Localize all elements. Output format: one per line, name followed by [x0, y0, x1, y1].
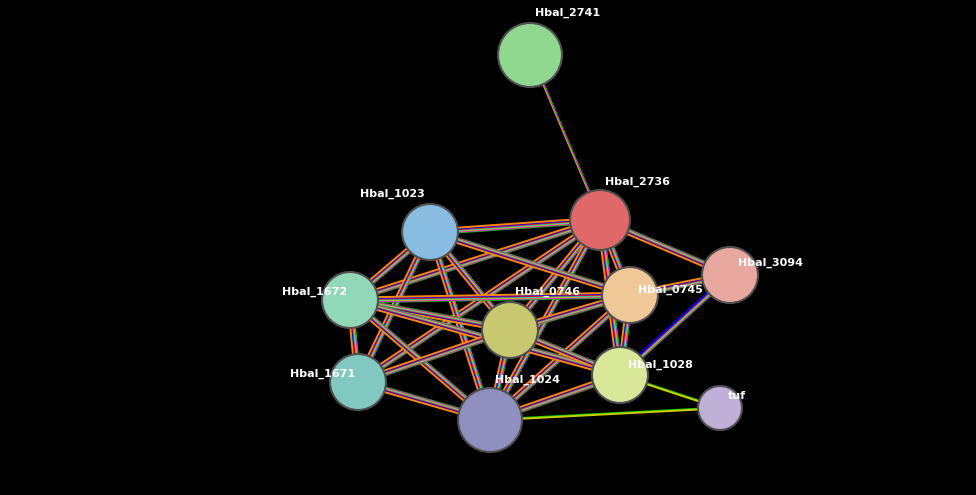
Circle shape	[482, 302, 538, 358]
Text: Hbal_1028: Hbal_1028	[628, 360, 693, 370]
Text: Hbal_1023: Hbal_1023	[360, 189, 425, 199]
Text: Hbal_2736: Hbal_2736	[605, 177, 670, 187]
Circle shape	[592, 347, 648, 403]
Circle shape	[702, 247, 758, 303]
Circle shape	[602, 267, 658, 323]
Circle shape	[330, 354, 386, 410]
Circle shape	[698, 386, 742, 430]
Circle shape	[458, 388, 522, 452]
Text: Hbal_2741: Hbal_2741	[535, 8, 600, 18]
Circle shape	[570, 190, 630, 250]
Text: Hbal_1671: Hbal_1671	[290, 369, 355, 379]
Text: Hbal_1024: Hbal_1024	[495, 375, 560, 385]
Text: tuf: tuf	[728, 391, 746, 401]
Circle shape	[498, 23, 562, 87]
Text: Hbal_0746: Hbal_0746	[515, 287, 580, 297]
Text: Hbal_0745: Hbal_0745	[638, 285, 703, 295]
Circle shape	[322, 272, 378, 328]
Text: Hbal_1672: Hbal_1672	[282, 287, 347, 297]
Circle shape	[402, 204, 458, 260]
Text: Hbal_3094: Hbal_3094	[738, 258, 803, 268]
